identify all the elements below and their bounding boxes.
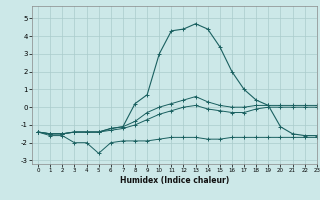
X-axis label: Humidex (Indice chaleur): Humidex (Indice chaleur) bbox=[120, 176, 229, 185]
